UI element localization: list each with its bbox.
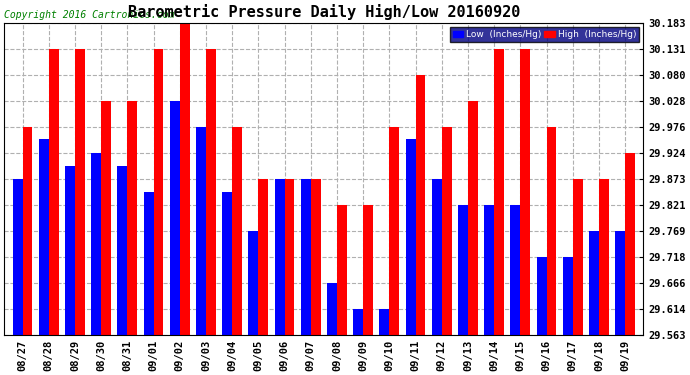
Bar: [458, 205, 468, 335]
Title: Barometric Pressure Daily High/Low 20160920: Barometric Pressure Daily High/Low 20160…: [128, 4, 520, 20]
Bar: [196, 127, 206, 335]
Bar: [101, 101, 111, 335]
Bar: [144, 192, 153, 335]
Bar: [284, 179, 295, 335]
Bar: [23, 127, 32, 335]
Bar: [310, 179, 321, 335]
Bar: [206, 49, 216, 335]
Bar: [12, 179, 23, 335]
Bar: [484, 205, 494, 335]
Bar: [432, 179, 442, 335]
Bar: [275, 179, 284, 335]
Bar: [222, 192, 232, 335]
Bar: [258, 179, 268, 335]
Bar: [589, 231, 599, 335]
Bar: [179, 23, 190, 335]
Bar: [248, 231, 258, 335]
Bar: [128, 101, 137, 335]
Bar: [546, 127, 556, 335]
Bar: [389, 127, 400, 335]
Bar: [353, 309, 363, 335]
Bar: [406, 140, 415, 335]
Bar: [327, 283, 337, 335]
Bar: [337, 205, 347, 335]
Bar: [563, 257, 573, 335]
Bar: [91, 153, 101, 335]
Bar: [442, 127, 452, 335]
Bar: [380, 309, 389, 335]
Bar: [599, 179, 609, 335]
Bar: [39, 140, 49, 335]
Bar: [468, 101, 478, 335]
Legend: Low  (Inches/Hg), High  (Inches/Hg): Low (Inches/Hg), High (Inches/Hg): [450, 27, 639, 42]
Bar: [494, 49, 504, 335]
Bar: [625, 153, 635, 335]
Bar: [615, 231, 625, 335]
Bar: [65, 166, 75, 335]
Text: Copyright 2016 Cartronics.com: Copyright 2016 Cartronics.com: [4, 10, 175, 20]
Bar: [170, 101, 179, 335]
Bar: [511, 205, 520, 335]
Bar: [573, 179, 582, 335]
Bar: [232, 127, 242, 335]
Bar: [301, 179, 310, 335]
Bar: [363, 205, 373, 335]
Bar: [537, 257, 546, 335]
Bar: [415, 75, 426, 335]
Bar: [153, 49, 164, 335]
Bar: [117, 166, 128, 335]
Bar: [520, 49, 531, 335]
Bar: [75, 49, 85, 335]
Bar: [49, 49, 59, 335]
